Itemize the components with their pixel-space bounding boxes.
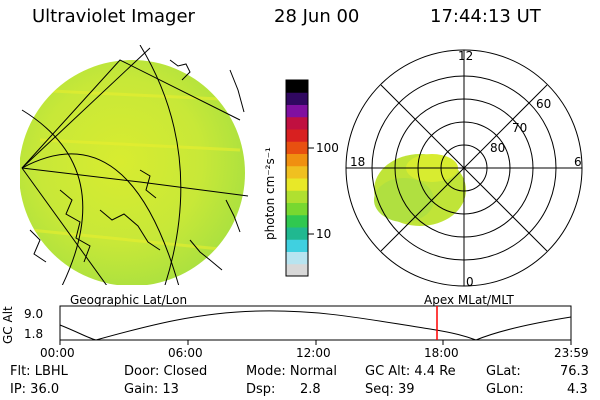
colorbar-segment (286, 178, 308, 191)
observation-time: 17:44:13 UT (430, 6, 541, 27)
lat-60-label: 60 (536, 97, 552, 111)
observation-date: 28 Jun 00 (274, 6, 360, 27)
x-tick-1200: 12:00 (296, 346, 331, 360)
colorbar-segment (286, 92, 308, 105)
polar-plot (345, 49, 583, 287)
mlt-6-label: 6 (574, 155, 582, 169)
altitude-ylabel: GC Alt (1, 306, 15, 344)
colorbar-unit-label: photon cm⁻²s⁻¹ (263, 147, 277, 240)
instrument-title: Ultraviolet Imager (32, 6, 195, 27)
x-tick-2359: 23:59 (554, 346, 589, 360)
glat-label: GLat: (486, 364, 521, 379)
mode-readout: Mode: Normal (246, 364, 337, 379)
coastline-lines (29, 59, 245, 271)
ip-readout: IP: 36.0 (10, 382, 60, 397)
seq-readout: Seq: 39 (365, 382, 415, 397)
altitude-y-bottom: 1.8 (24, 327, 44, 341)
latlon-grid (21, 45, 249, 285)
colorbar-segment (286, 129, 308, 142)
x-tick-0000: 00:00 (40, 346, 75, 360)
lat-70-label: 70 (512, 121, 528, 135)
colorbar-segment (286, 116, 308, 130)
color-bar (285, 79, 314, 277)
mlt-18-label: 18 (350, 155, 366, 169)
colorbar-segment (286, 239, 308, 252)
colorbar-segment (286, 227, 308, 240)
polar-image (374, 154, 466, 226)
altitude-plot (59, 305, 572, 345)
colorbar-tick-100: 100 (316, 141, 339, 155)
colorbar-segment (286, 80, 308, 93)
colorbar-segment (286, 165, 308, 179)
dsp-value: 2.8 (300, 382, 321, 397)
gain-readout: Gain: 13 (124, 382, 179, 397)
colorbar-segment (286, 251, 308, 265)
colorbar-segment (286, 214, 308, 228)
mlt-0-label: 0 (466, 275, 474, 289)
x-tick-1800: 18:00 (424, 346, 459, 360)
glon-value: 4.3 (567, 382, 588, 397)
altitude-y-top: 9.0 (24, 307, 44, 321)
mlt-12-label: 12 (458, 49, 474, 63)
filter-readout: Flt: LBHL (10, 364, 68, 379)
colorbar-segment (286, 263, 308, 277)
colorbar-segment (286, 153, 308, 167)
door-readout: Door: Closed (124, 364, 208, 379)
gc-alt-readout: GC Alt: 4.4 Re (365, 364, 456, 379)
altitude-curve (59, 310, 572, 341)
geographic-panel-label: Geographic Lat/Lon (70, 293, 188, 307)
colorbar-segment (286, 141, 308, 154)
geographic-image (20, 45, 249, 285)
x-tick-0600: 06:00 (168, 346, 203, 360)
colorbar-segment (286, 104, 308, 118)
glat-value: 76.3 (560, 364, 589, 379)
colorbar-segment (286, 202, 308, 216)
apex-panel-label: Apex MLat/MLT (424, 293, 514, 307)
colorbar-segment (286, 190, 308, 203)
lat-80-label: 80 (490, 141, 506, 155)
glon-label: GLon: (486, 382, 524, 397)
dsp-label: Dsp: (246, 382, 276, 397)
colorbar-tick-10: 10 (316, 227, 332, 241)
